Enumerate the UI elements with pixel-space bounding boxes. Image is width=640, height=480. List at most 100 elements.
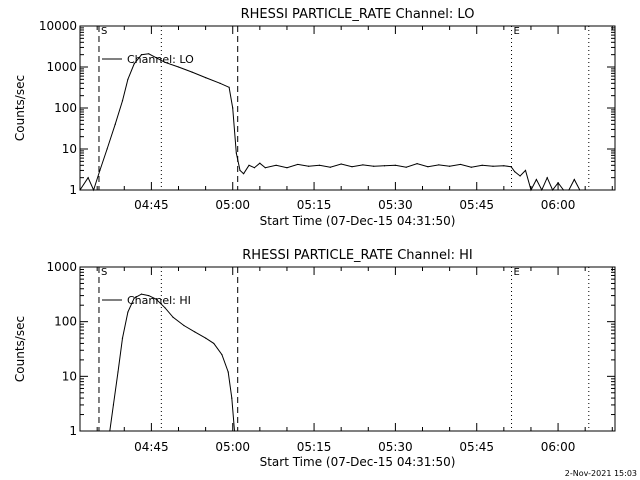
data-point [579, 189, 581, 191]
series-line [109, 293, 235, 432]
data-point [308, 165, 310, 167]
data-point [164, 307, 166, 309]
data-point [503, 165, 505, 167]
chart-title: RHESSI PARTICLE_RATE Channel: HI [242, 248, 472, 263]
x-tick-label: 04:45 [134, 440, 169, 454]
data-point [109, 430, 111, 432]
data-point [557, 182, 559, 184]
marker-label: E [514, 26, 520, 37]
data-point [383, 165, 386, 167]
data-point [233, 430, 236, 432]
data-point [194, 331, 196, 333]
data-point [227, 371, 229, 373]
data-point [232, 107, 234, 109]
data-point [191, 71, 193, 73]
data-point [242, 173, 245, 175]
data-point [552, 189, 554, 191]
x-axis-label: Start Time (07-Dec-15 04:31:50) [260, 455, 456, 469]
data-point [205, 337, 207, 339]
marker-label: S [101, 26, 107, 37]
x-tick-label: 05:15 [297, 198, 332, 212]
data-point [228, 86, 230, 88]
data-point [177, 66, 180, 68]
data-point [530, 189, 532, 191]
data-point [92, 189, 95, 191]
x-tick-label: 04:45 [134, 198, 169, 212]
data-point [121, 337, 124, 339]
data-point [133, 63, 135, 65]
chart-panel-hi: RHESSI PARTICLE_RATE Channel: HI Counts/s… [13, 248, 616, 469]
data-point [133, 297, 135, 299]
y-tick-label: 1 [69, 424, 77, 438]
data-point [231, 397, 233, 399]
data-point [99, 169, 101, 172]
data-point [562, 189, 565, 191]
data-point [127, 311, 129, 313]
data-point [219, 82, 221, 84]
data-point [541, 189, 543, 191]
marker-label: E [514, 267, 520, 278]
data-point [362, 164, 364, 166]
data-point [492, 165, 494, 167]
y-tick-label: 100 [54, 101, 77, 115]
plot-frame [79, 266, 616, 432]
data-point [519, 175, 521, 177]
x-tick-label: 05:30 [378, 440, 413, 454]
y-tick-label: 10 [62, 369, 77, 383]
data-point [546, 177, 548, 179]
data-point [121, 100, 124, 102]
data-point [235, 152, 237, 154]
data-point [172, 316, 174, 318]
data-point [535, 178, 537, 181]
x-tick-label: 06:00 [541, 440, 576, 454]
series-line [79, 53, 581, 192]
x-tick-label: 05:15 [297, 440, 332, 454]
data-point [449, 165, 451, 167]
y-tick-label: 10 [62, 142, 77, 156]
data-point [286, 167, 288, 169]
chart-panel-lo: RHESSI PARTICLE_RATE Channel: LO Counts/s… [13, 7, 616, 228]
data-point [524, 169, 527, 172]
data-point [416, 163, 418, 165]
data-point [297, 163, 299, 166]
data-point [140, 293, 143, 295]
data-point [155, 56, 157, 59]
data-point [148, 53, 150, 55]
data-point [340, 163, 342, 165]
data-point [427, 166, 429, 168]
data-point [470, 166, 472, 168]
x-tick-label: 05:45 [459, 198, 494, 212]
data-point [438, 164, 440, 166]
data-point [155, 298, 157, 300]
y-tick-label: 1000 [46, 60, 77, 74]
data-point [459, 163, 462, 166]
data-point [112, 404, 115, 406]
data-point [405, 166, 407, 168]
data-point [127, 78, 129, 80]
legend-label: Channel: HI [127, 294, 191, 307]
data-point [573, 178, 575, 181]
x-tick-label: 05:00 [215, 440, 250, 454]
y-tick-label: 10000 [39, 19, 77, 33]
data-point [275, 164, 277, 166]
data-point [148, 294, 150, 297]
data-point [259, 162, 261, 164]
data-point [248, 164, 250, 166]
data-point [373, 165, 375, 167]
data-point [213, 342, 215, 345]
data-point [140, 54, 143, 56]
data-point [568, 189, 570, 191]
data-point [117, 371, 119, 373]
x-tick-label: 05:30 [378, 198, 413, 212]
y-axis-label: Counts/sec [13, 316, 27, 382]
x-tick-label: 06:00 [541, 198, 576, 212]
x-axis-label: Start Time (07-Dec-15 04:31:50) [260, 214, 456, 228]
data-point [351, 166, 353, 168]
x-tick-label: 05:45 [459, 440, 494, 454]
data-point [164, 61, 166, 63]
data-point [329, 166, 331, 168]
legend-label: Channel: LO [127, 53, 194, 66]
data-point [481, 164, 483, 166]
data-point [264, 167, 266, 169]
data-point [205, 77, 207, 79]
